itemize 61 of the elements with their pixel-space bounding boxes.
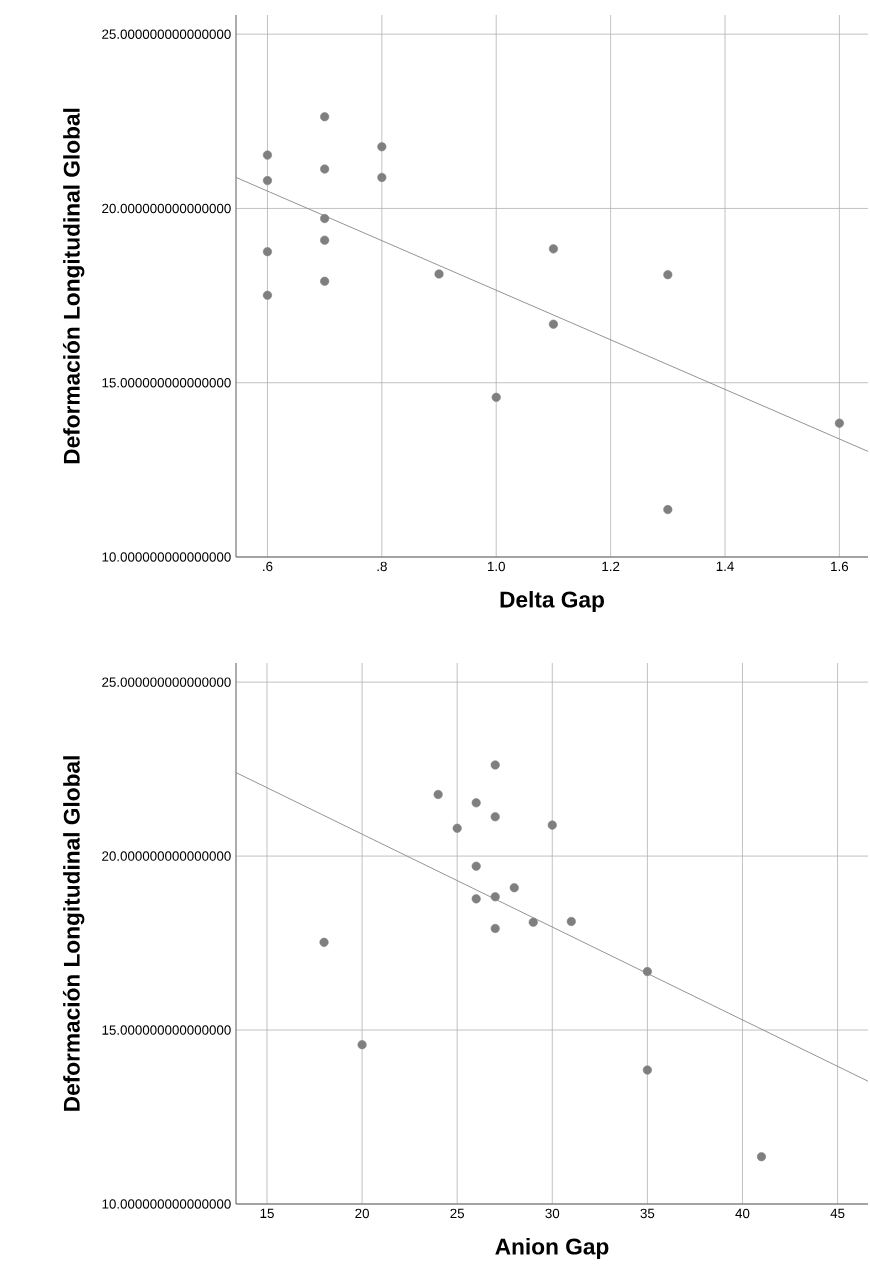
y-tick-label: 15.000000000000000 (102, 378, 231, 388)
x-tick-label: 35 (640, 1208, 655, 1219)
point (566, 916, 576, 927)
x-tick-label: .6 (263, 561, 273, 572)
y-tick-label: 25.000000000000000 (102, 677, 231, 687)
point (642, 967, 652, 977)
point (262, 290, 272, 300)
point (528, 917, 538, 927)
x-tick-label: 1.6 (831, 561, 849, 572)
point (490, 923, 500, 933)
point (834, 418, 844, 428)
point (320, 235, 330, 245)
point (433, 789, 443, 800)
point (756, 1152, 767, 1162)
point (490, 812, 500, 822)
point (548, 319, 558, 329)
point (434, 269, 444, 279)
x-tick-label: 40 (735, 1208, 750, 1219)
y-tick-label: 20.000000000000000 (102, 851, 231, 861)
point (262, 247, 272, 257)
point (471, 894, 481, 904)
x-tick-label: 20 (355, 1208, 369, 1219)
point (320, 276, 330, 286)
y-axis-title: Deformación Longitudinal Global (62, 108, 85, 464)
x-tick-label: 15 (260, 1208, 274, 1218)
point (377, 142, 387, 152)
x-tick-label: 1.0 (487, 561, 505, 572)
y-axis-title: Deformación Longitudinal Global (62, 756, 85, 1111)
point (452, 823, 462, 833)
point (509, 883, 519, 893)
point (471, 861, 481, 871)
point (320, 214, 330, 224)
x-tick-label: 25 (450, 1208, 465, 1219)
y-tick-label: 10.000000000000000 (102, 1199, 231, 1209)
point (642, 1065, 652, 1075)
x-tick-label: 45 (830, 1208, 845, 1218)
x-tick-label: 30 (545, 1208, 560, 1219)
point (548, 244, 558, 254)
x-tick-label: .8 (377, 561, 387, 572)
x-tick-label: 1.4 (716, 561, 734, 571)
point (320, 164, 330, 174)
y-tick-label: 15.000000000000000 (102, 1025, 231, 1035)
x-tick-label: 1.2 (602, 561, 620, 572)
point (357, 1040, 367, 1050)
point (320, 112, 330, 122)
x-axis-title: Anion Gap (495, 1237, 609, 1260)
point (491, 392, 501, 402)
y-tick-label: 10.000000000000000 (102, 552, 231, 562)
y-tick-label: 25.000000000000000 (102, 29, 231, 39)
x-axis-title: Delta Gap (500, 590, 604, 613)
point (490, 892, 500, 902)
point (490, 760, 500, 770)
point (262, 176, 272, 186)
point (663, 505, 673, 515)
point (377, 172, 387, 182)
point (547, 820, 557, 830)
point (663, 270, 673, 280)
y-tick-label: 20.000000000000000 (102, 203, 231, 214)
point (319, 937, 329, 947)
point (262, 150, 272, 160)
point (471, 798, 481, 808)
